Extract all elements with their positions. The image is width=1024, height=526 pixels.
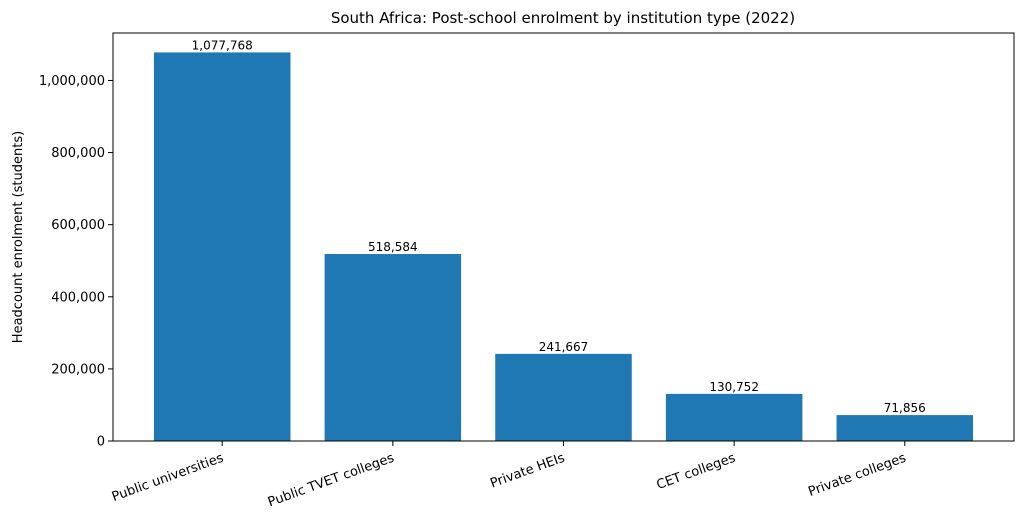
- x-tick-label-2: Private HEIs: [488, 451, 567, 492]
- bar-4: [836, 415, 974, 441]
- y-tick-label-4: 800,000: [51, 146, 105, 161]
- x-tick-label-3: CET colleges: [655, 451, 738, 493]
- bar-2: [495, 353, 632, 441]
- y-tick-label-2: 400,000: [51, 290, 105, 305]
- y-tick-label-5: 1,000,000: [39, 74, 105, 89]
- y-tick-label-3: 600,000: [51, 218, 105, 233]
- bar-3: [665, 393, 803, 441]
- x-tick-label-0: Public universities: [110, 451, 226, 505]
- bar-value-label-2: 241,667: [539, 340, 589, 354]
- x-tick-label-1: Public TVET colleges: [266, 451, 396, 511]
- x-tick-label-4: Private colleges: [806, 451, 908, 500]
- x-axis: Public universities Public TVET colleges P…: [110, 441, 908, 510]
- bar-value-label-0: 1,077,768: [192, 38, 253, 52]
- y-axis-label: Headcount enrolment (students): [11, 131, 26, 343]
- bar-0: [153, 52, 291, 441]
- y-tick-label-0: 0: [97, 435, 105, 450]
- chart-title: South Africa: Post-school enrolment by i…: [331, 9, 795, 27]
- y-axis: 0 200,000 400,000 600,000 800,000 1,000,000: [39, 74, 113, 450]
- bar-value-label-4: 71,856: [884, 401, 926, 415]
- bar-value-label-3: 130,752: [709, 380, 759, 394]
- y-tick-label-1: 200,000: [51, 362, 105, 377]
- bars-layer: 1,077,768 518,584 241,667 130,752 71,856: [153, 38, 974, 441]
- bar-1: [324, 254, 462, 441]
- plot-frame: [112, 32, 1015, 442]
- bar-value-label-1: 518,584: [368, 240, 418, 254]
